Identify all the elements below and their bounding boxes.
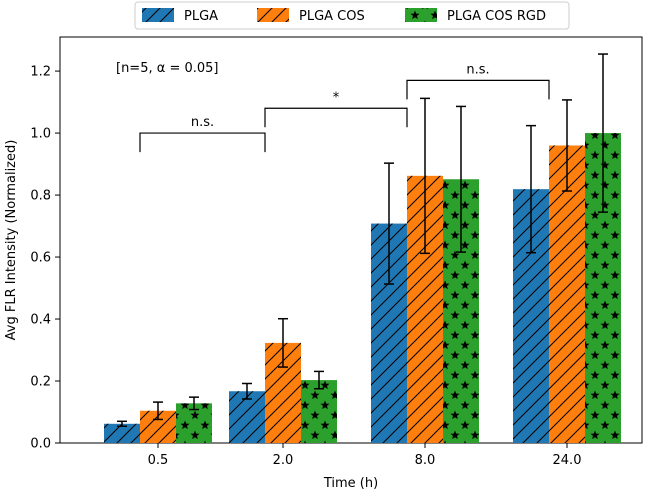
plot-frame: [59, 36, 643, 444]
y-axis-label: Avg FLR Intensity (Normalized): [4, 140, 19, 341]
x-tick-label: 2.0: [273, 453, 294, 468]
legend-item-plga-cos-rgd: PLGA COS RGD: [405, 8, 546, 24]
legend-label-plga: PLGA: [184, 9, 218, 24]
bars: [104, 133, 621, 444]
error-bars: [117, 53, 608, 428]
significance-bracket: [264, 107, 408, 128]
bar-hatch-plga: [229, 391, 265, 443]
legend-item-plga-cos: PLGA COS: [257, 8, 365, 24]
significance-brackets: n.s. * n.s.: [139, 62, 550, 153]
significance-bracket: [406, 79, 550, 100]
y-tick-label: 0.8: [30, 189, 51, 204]
y-tick-label: 0.2: [30, 375, 51, 390]
significance-label: n.s.: [191, 115, 214, 130]
legend: PLGA PLGA COS PLGA COS RGD: [134, 1, 570, 30]
x-tick-label: 0.5: [148, 453, 169, 468]
y-tick-label: 1.2: [30, 65, 51, 80]
bar-hatch-plga: [104, 423, 140, 443]
significance-bracket: [139, 132, 266, 153]
sample-size-annotation: [n=5, α = 0.05]: [116, 61, 218, 76]
bar-hatch-plga-cos-rgd: [301, 380, 337, 443]
significance-label: n.s.: [466, 62, 489, 77]
y-tick-label: 0.6: [30, 251, 51, 266]
significance-label: *: [333, 90, 340, 105]
legend-item-plga: PLGA: [142, 8, 218, 24]
x-axis: 0.5 2.0 8.0 24.0: [148, 443, 582, 468]
legend-label-plga-cos: PLGA COS: [299, 9, 365, 24]
x-tick-label: 24.0: [553, 453, 582, 468]
y-tick-label: 0.4: [30, 313, 51, 328]
bar-hatch-plga-cos: [549, 145, 585, 444]
y-tick-label: 1.0: [30, 127, 51, 142]
legend-label-plga-cos-rgd: PLGA COS RGD: [447, 9, 546, 24]
x-axis-label: Time (h): [323, 476, 378, 491]
y-tick-label: 0.0: [30, 437, 51, 452]
y-axis: 0.0 0.2 0.4 0.6 0.8 1.0 1.2: [30, 65, 60, 452]
x-tick-label: 8.0: [415, 453, 436, 468]
